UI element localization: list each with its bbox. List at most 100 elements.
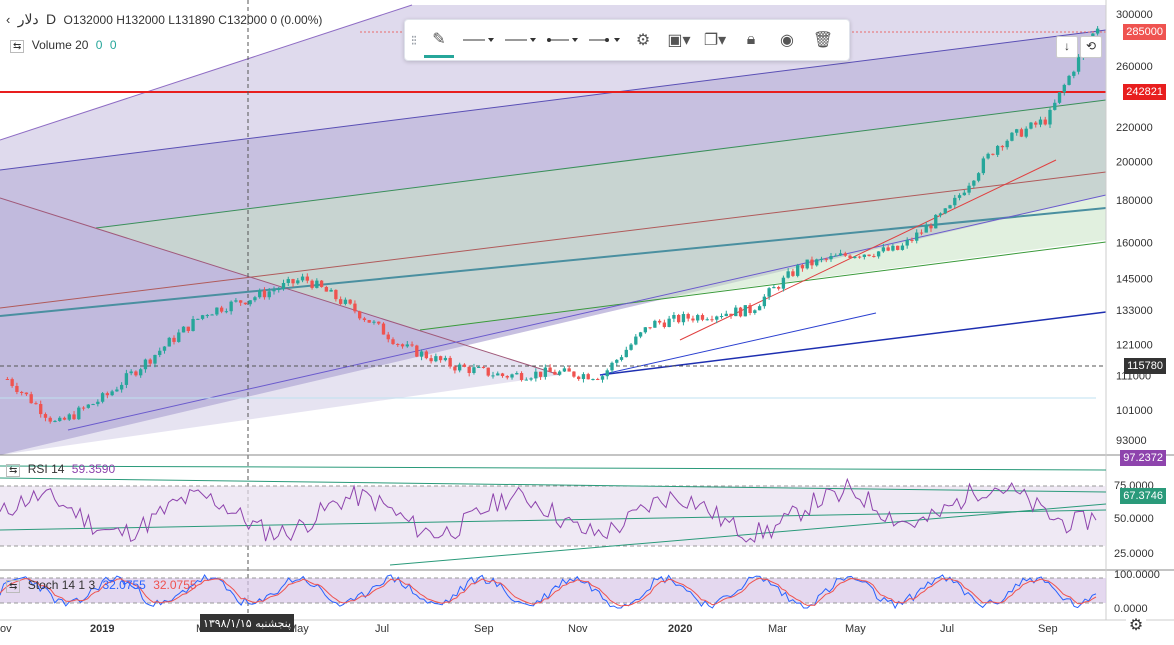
candle-body — [815, 259, 819, 266]
candle-body — [158, 350, 162, 355]
eye-icon[interactable]: ◉ — [780, 32, 794, 49]
channel-upper-line[interactable] — [0, 4, 413, 141]
candle-body — [396, 344, 400, 346]
rsi-trendline-4[interactable] — [389, 503, 1107, 566]
candle-body — [643, 327, 648, 333]
price-tick-label: 300000 — [1116, 9, 1153, 21]
candle-body — [791, 271, 795, 276]
rsi-trendline-3[interactable] — [0, 509, 1107, 531]
candle-body — [91, 404, 95, 406]
line-width-button[interactable] — [502, 24, 538, 56]
time-tick-label: 2019 — [90, 623, 114, 635]
rsi-trendline-1[interactable] — [0, 465, 1107, 471]
candle-body — [1043, 119, 1047, 125]
candle-body — [615, 359, 619, 363]
candle-body — [500, 373, 505, 377]
price-tick-label: 180000 — [1116, 195, 1153, 207]
candle-body — [462, 364, 467, 367]
stoch-label[interactable]: Stoch 14 1 3 — [27, 578, 96, 592]
interval-label[interactable]: D — [46, 11, 57, 27]
price-axis[interactable]: 300000 260000 220000 200000 180000 160000 1450… — [1114, 9, 1160, 615]
clone-icon[interactable]: ❐▾ — [703, 32, 727, 49]
candle-body — [629, 344, 633, 350]
candle-body — [986, 153, 990, 159]
rsi-trendline-2[interactable] — [0, 477, 1107, 493]
candle-body — [205, 315, 210, 317]
trendline-teal[interactable] — [0, 207, 1107, 317]
candle-body — [967, 185, 971, 193]
candle-body — [953, 197, 957, 206]
candle-body — [729, 313, 733, 317]
support-line[interactable] — [599, 311, 1107, 376]
candle-body — [767, 288, 771, 297]
rsi-legend: ⇆ RSI 14 59.3590 — [6, 462, 119, 477]
blue-ray[interactable] — [599, 312, 877, 376]
scroll-down-icon[interactable]: ↓ — [1056, 36, 1078, 58]
candle-body — [305, 276, 309, 281]
pitchfork-lower[interactable] — [419, 241, 1107, 331]
layers-icon[interactable]: ▣▾ — [667, 32, 691, 49]
candle-body — [843, 253, 847, 256]
candle-body — [572, 371, 576, 377]
pitchfork-upper[interactable] — [95, 99, 1107, 229]
crosshair-price-badge: 115780 — [1124, 358, 1166, 374]
pitchfork-fill — [96, 100, 1106, 330]
fan-line[interactable] — [0, 197, 561, 376]
crosshair-date-badge — [200, 614, 294, 632]
drawing-toolbar: ⁝⁝ ✎ ⚙ ▣▾ ❐▾ 🔒︎ ◉ 🗑︎ — [404, 19, 850, 61]
volume-label[interactable]: Volume 20 — [31, 38, 89, 52]
crosshair-date-label: پنجشنبه ۱۳۹۸/۱/۱۵ — [203, 617, 291, 630]
candle-body — [324, 286, 329, 292]
candle-body — [819, 258, 824, 260]
line-end-button[interactable] — [586, 24, 622, 56]
candle-body — [824, 258, 828, 260]
pencil-icon[interactable]: ✎ — [424, 23, 454, 58]
candle-body — [800, 265, 805, 269]
stoch-settings-icon[interactable]: ⇆ — [6, 580, 21, 593]
candle-body — [238, 300, 243, 303]
channel-line-1[interactable] — [0, 29, 1107, 171]
candle-body — [77, 407, 81, 420]
candle-body — [329, 289, 333, 292]
candle-body — [219, 307, 224, 312]
rsi-value: 59.3590 — [71, 462, 116, 476]
red-trend-line[interactable] — [679, 159, 1057, 341]
candle-body — [358, 311, 362, 319]
rsi-settings-icon[interactable]: ⇆ — [6, 464, 21, 477]
candle-body — [148, 359, 152, 364]
candle-body — [929, 225, 933, 229]
candle-body — [796, 265, 800, 276]
settings-icon[interactable]: ⇆ — [10, 40, 25, 53]
price-tick-label: 220000 — [1116, 122, 1153, 134]
lock-icon[interactable]: 🔒︎ — [746, 31, 756, 48]
candle-body — [638, 332, 643, 337]
channel-lower-line[interactable] — [67, 194, 1107, 431]
candle-body — [519, 373, 524, 380]
reset-icon[interactable]: ⟲ — [1080, 36, 1102, 58]
candle-body — [348, 299, 352, 304]
time-tick-label: 2020 — [668, 623, 692, 635]
candle-body — [1029, 122, 1033, 129]
line-color-button[interactable] — [460, 24, 496, 56]
line-start-button[interactable] — [544, 24, 580, 56]
stoch-legend: ⇆ Stoch 14 1 3 32.0755 32.0755 — [6, 578, 201, 593]
drag-handle-icon[interactable]: ⁝⁝ — [410, 31, 418, 48]
candle-body — [443, 357, 448, 361]
gear-icon[interactable]: ⚙ — [635, 32, 651, 49]
candle-body — [605, 370, 609, 377]
candle-body — [310, 280, 314, 288]
trash-icon[interactable]: 🗑︎ — [812, 32, 834, 49]
symbol-name[interactable]: دلار — [17, 11, 39, 27]
candle-body — [477, 366, 481, 368]
candle-body — [262, 290, 267, 298]
candle-body — [486, 367, 490, 376]
candle-body — [657, 320, 662, 323]
candle-body — [234, 300, 238, 302]
rsi-label[interactable]: RSI 14 — [27, 462, 65, 476]
candle-body — [548, 367, 552, 372]
candle-body — [243, 302, 248, 305]
gear-icon[interactable]: ⚙ — [1126, 616, 1146, 636]
legend-collapse-icon[interactable]: ‹ — [6, 12, 11, 27]
median-line[interactable] — [0, 171, 1107, 309]
